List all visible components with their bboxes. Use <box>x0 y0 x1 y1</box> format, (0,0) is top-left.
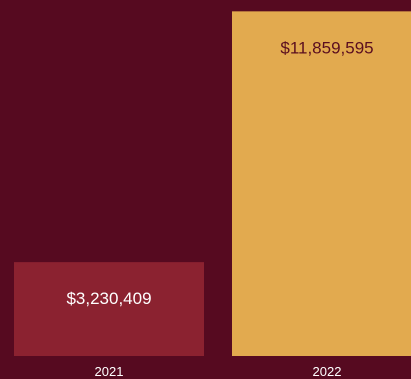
data-label-2022: $11,859,595 <box>280 38 373 57</box>
bar-2022 <box>232 11 411 357</box>
x-tick-label-2021: 2021 <box>95 364 124 379</box>
data-label-2021: $3,230,409 <box>66 289 151 308</box>
bar-2021 <box>14 262 204 356</box>
x-tick-label-2022: 2022 <box>313 364 342 379</box>
